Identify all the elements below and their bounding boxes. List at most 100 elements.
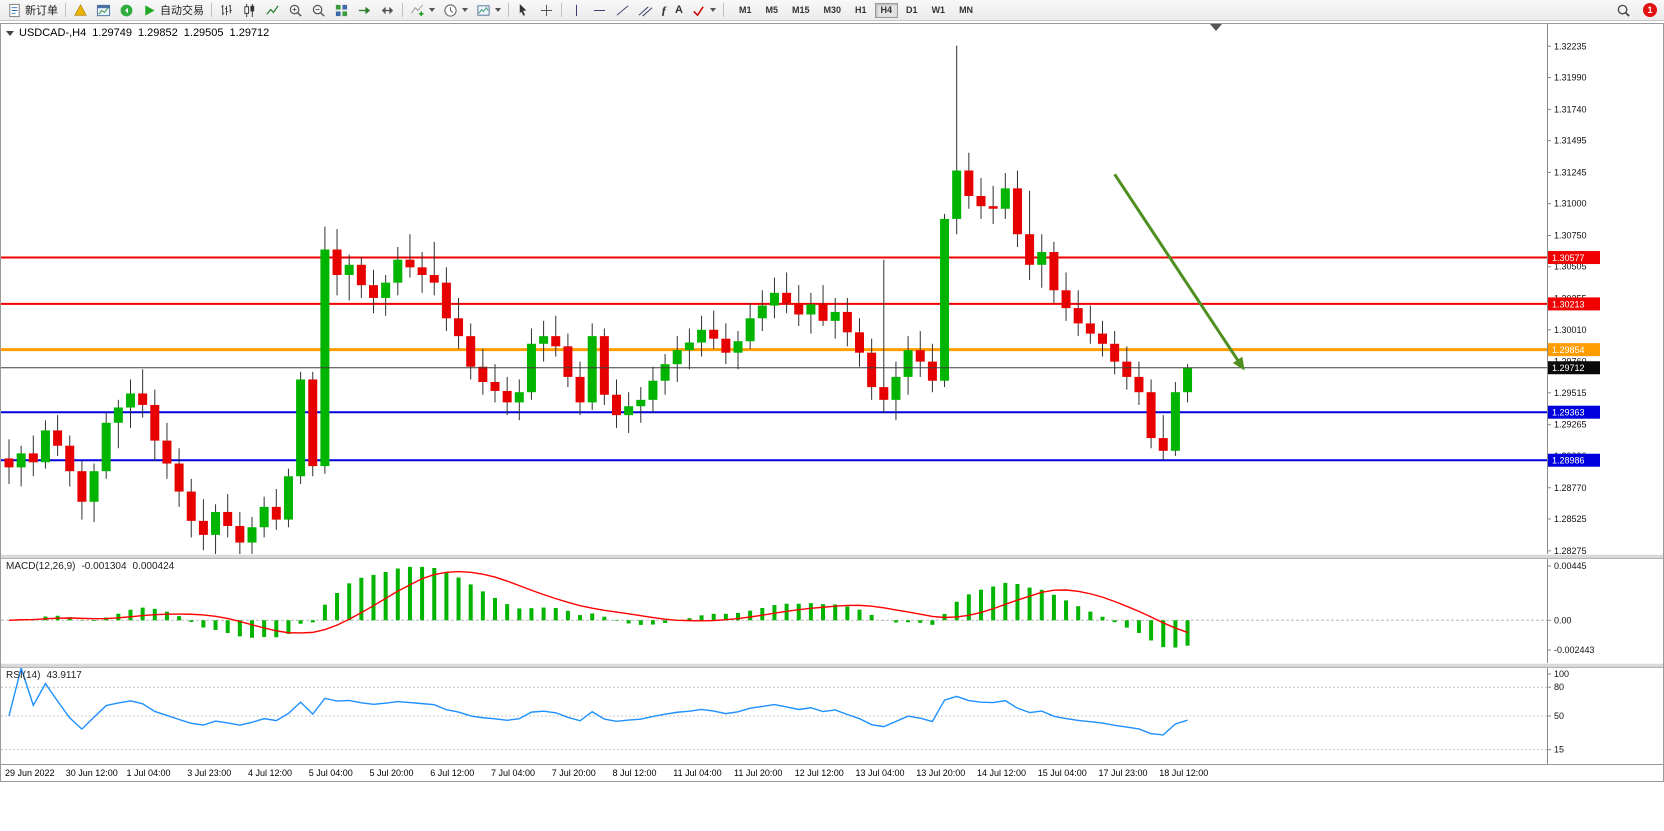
- line-chart-button[interactable]: [261, 0, 284, 20]
- svg-text:1.29712: 1.29712: [1552, 363, 1585, 373]
- periods-button[interactable]: [439, 0, 472, 20]
- candlestick-chart-button[interactable]: [238, 0, 261, 20]
- metaeditor-icon: [73, 3, 88, 18]
- autotrading-button[interactable]: 自动交易: [138, 0, 208, 20]
- text-tool-button[interactable]: A: [671, 0, 687, 20]
- fibonacci-button[interactable]: ƒ: [657, 0, 671, 20]
- time-axis-label: 6 Jul 12:00: [430, 768, 475, 778]
- zoom-out-icon: [311, 3, 326, 18]
- timeframe-button-m30[interactable]: M30: [823, 4, 842, 15]
- svg-text:1.29854: 1.29854: [1552, 345, 1585, 355]
- chevron-down-icon: [429, 8, 435, 12]
- high-value: 1.29852: [138, 27, 178, 39]
- pane-splitter[interactable]: [1, 554, 1663, 559]
- chevron-down-icon: [495, 8, 501, 12]
- time-axis-label: 17 Jul 23:00: [1098, 768, 1148, 778]
- rsi-pane: 100 80 50 15 RSI(14) 43.9117: [1, 668, 1663, 764]
- timeframe-button-m1[interactable]: M1: [738, 4, 752, 15]
- search-icon: [1616, 3, 1631, 18]
- macd-chart[interactable]: 0.00445 0.00 -0.002443: [1, 559, 1663, 663]
- toolbar-separator: [508, 3, 509, 17]
- new-order-label: 新订单: [25, 5, 58, 17]
- low-value: 1.29505: [183, 27, 224, 39]
- macd-pane: 0.00445 0.00 -0.002443 MACD(12,26,9) -0.00…: [1, 559, 1663, 663]
- price-tag: 1.30577: [1548, 251, 1600, 265]
- price-tag: 1.29712: [1548, 361, 1600, 375]
- timeframe-button-h1[interactable]: H1: [855, 4, 867, 15]
- horizontal-line-icon: [592, 3, 607, 18]
- indicators-button[interactable]: [406, 0, 439, 20]
- svg-text:1.31495: 1.31495: [1554, 136, 1587, 146]
- crosshair-button[interactable]: [535, 0, 558, 20]
- time-axis-label: 5 Jul 04:00: [308, 768, 353, 778]
- arrow-tools-button[interactable]: [687, 0, 720, 20]
- trendline-button[interactable]: [611, 0, 634, 20]
- svg-text:1.28986: 1.28986: [1552, 456, 1585, 466]
- timeframe-button-w1[interactable]: W1: [931, 4, 946, 15]
- new-order-icon: [7, 3, 22, 18]
- zoom-in-button[interactable]: [284, 0, 307, 20]
- indicators-icon: [410, 3, 425, 18]
- time-axis[interactable]: 29 Jun 2022 30 Jun 12:00 1 Jul 04:00 3 Jul …: [1, 764, 1663, 781]
- toolbar-separator: [402, 3, 403, 17]
- macd-histogram: [19, 566, 1190, 648]
- clock-icon: [443, 3, 458, 18]
- vertical-line-button[interactable]: [565, 0, 588, 20]
- metaeditor-button[interactable]: [69, 0, 92, 20]
- rsi-chart[interactable]: 100 80 50 15: [1, 668, 1663, 764]
- time-axis-label: 11 Jul 04:00: [673, 768, 722, 778]
- price-tag: 1.30213: [1548, 297, 1600, 311]
- notification-badge[interactable]: 1: [1643, 3, 1657, 17]
- macd-main-value: -0.001304: [81, 561, 127, 572]
- price-chart[interactable]: 1.32235 1.31990 1.31740 1.31495 1.31245 1.310…: [1, 24, 1663, 554]
- timeframe-button-h4[interactable]: H4: [874, 2, 899, 18]
- time-axis-label: 1 Jul 04:00: [126, 768, 171, 778]
- svg-text:1.31000: 1.31000: [1554, 199, 1587, 209]
- alerts-button[interactable]: [115, 0, 138, 20]
- macd-signal-value: 0.000424: [132, 561, 175, 572]
- chart-shift-button[interactable]: [376, 0, 399, 20]
- svg-text:1.32235: 1.32235: [1554, 41, 1587, 51]
- tile-windows-button[interactable]: [330, 0, 353, 20]
- ohlc-bars-icon: [219, 3, 234, 18]
- timeframe-button-m5[interactable]: M5: [765, 4, 778, 15]
- pane-splitter[interactable]: [1, 663, 1663, 668]
- horizontal-line-button[interactable]: [588, 0, 611, 20]
- cursor-button[interactable]: [512, 0, 535, 20]
- price-pane: 1.32235 1.31990 1.31740 1.31495 1.31245 1.310…: [1, 24, 1663, 554]
- timeframe-button-m15[interactable]: M15: [791, 4, 810, 15]
- one-click-trading-toggle[interactable]: [6, 30, 14, 36]
- crosshair-icon: [539, 3, 554, 18]
- svg-text:1.28275: 1.28275: [1554, 546, 1587, 554]
- new-chart-button[interactable]: [92, 0, 115, 20]
- price-tag: 1.29363: [1548, 405, 1600, 419]
- auto-scroll-button[interactable]: [353, 0, 376, 20]
- svg-text:-0.002443: -0.002443: [1554, 645, 1595, 655]
- new-order-button[interactable]: 新订单: [3, 0, 62, 20]
- line-chart-icon: [265, 3, 280, 18]
- timeframe-button-mn[interactable]: MN: [959, 4, 974, 15]
- candles: [4, 45, 1193, 554]
- time-axis-label: 14 Jul 12:00: [977, 768, 1027, 778]
- time-axis-label: 7 Jul 20:00: [551, 768, 596, 778]
- time-axis-label: 12 Jul 12:00: [794, 768, 844, 778]
- price-tag: 1.29854: [1548, 343, 1600, 357]
- rsi-label: RSI(14) 43.9117: [6, 670, 82, 681]
- search-button[interactable]: [1612, 0, 1635, 20]
- timeframe-button-d1[interactable]: D1: [906, 4, 918, 15]
- templates-button[interactable]: [472, 0, 505, 20]
- down-arrow-annotation[interactable]: [1113, 173, 1245, 371]
- zoom-out-button[interactable]: [307, 0, 330, 20]
- chart-title: USDCAD-,H4 1.29749 1.29852 1.29505 1.297…: [6, 27, 269, 39]
- channel-button[interactable]: [634, 0, 657, 20]
- svg-text:100: 100: [1554, 669, 1569, 679]
- svg-text:1.30010: 1.30010: [1554, 325, 1587, 335]
- svg-text:1.30750: 1.30750: [1554, 230, 1587, 240]
- time-axis-label: 4 Jul 12:00: [248, 768, 293, 778]
- rsi-title: RSI(14): [6, 670, 41, 681]
- time-axis-label: 18 Jul 12:00: [1159, 768, 1209, 778]
- bar-chart-button[interactable]: [215, 0, 238, 20]
- chart-shift-marker[interactable]: [1210, 24, 1222, 31]
- price-tag: 1.28986: [1548, 453, 1600, 467]
- trendline-icon: [615, 3, 630, 18]
